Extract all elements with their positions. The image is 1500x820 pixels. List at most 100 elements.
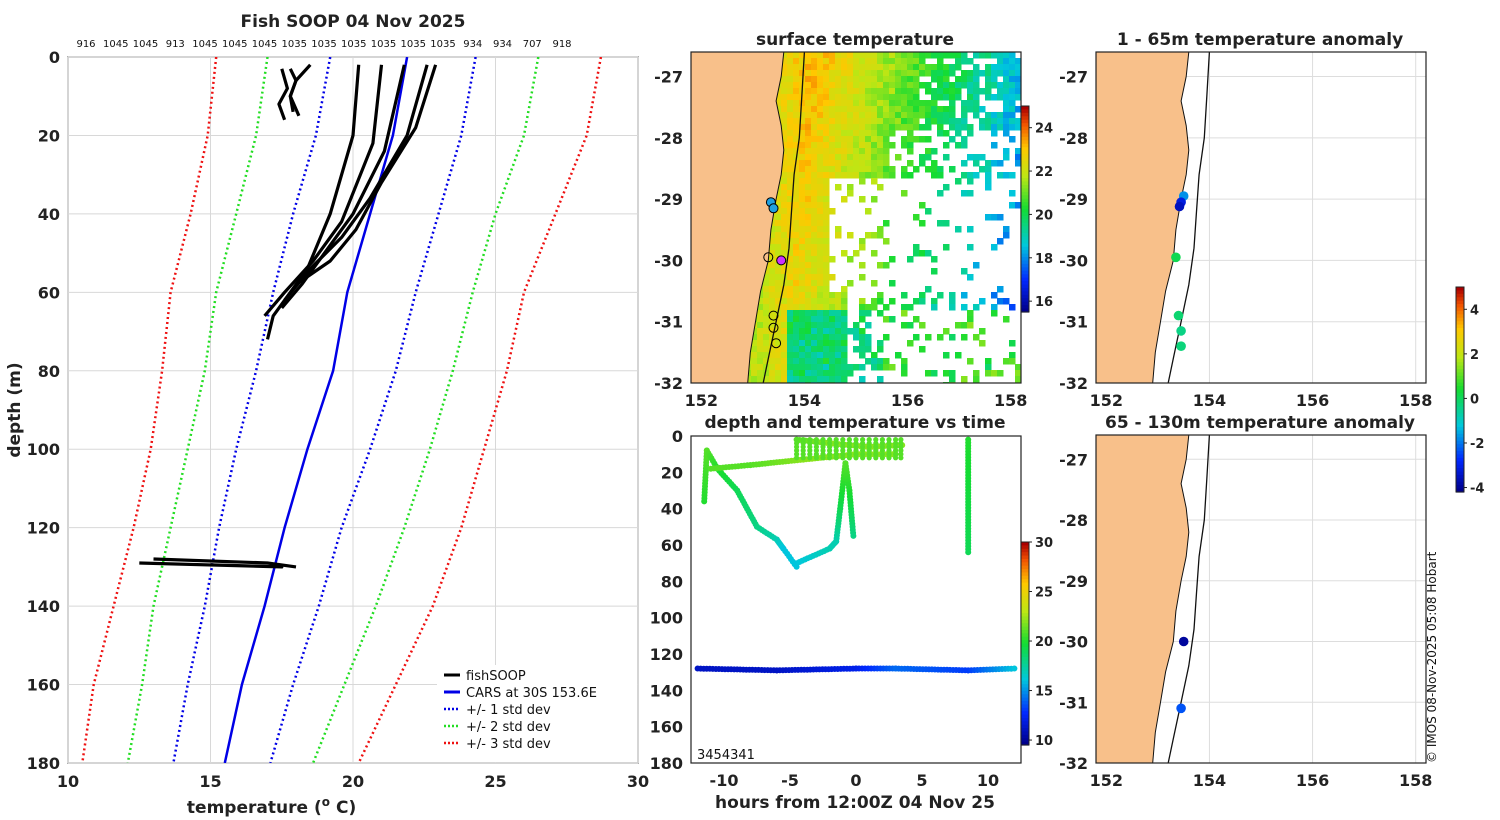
sst-colorbar-segment <box>1021 253 1029 258</box>
sst-cell <box>883 118 890 125</box>
sst-cell <box>1015 202 1021 209</box>
time-point <box>807 455 813 461</box>
sst-cell <box>751 376 758 383</box>
time-point <box>800 455 806 461</box>
sst-cell <box>919 136 926 143</box>
time-colorbar-segment <box>1021 670 1029 675</box>
sst-cell <box>769 238 776 245</box>
sst-cell <box>847 124 854 131</box>
time-colorbar-segment <box>1021 660 1029 665</box>
sst-cell <box>817 106 824 113</box>
sst-cell <box>817 316 824 323</box>
y-tick-label: 40 <box>38 205 60 224</box>
sst-cell <box>907 124 914 131</box>
map3-frame <box>1095 434 1427 764</box>
anomaly-colorbar-segment <box>1456 478 1464 483</box>
sst-cell <box>787 100 794 107</box>
time-point <box>853 440 859 446</box>
sst-cell <box>961 76 968 83</box>
sst-colorbar-segment <box>1021 116 1029 121</box>
sst-cell <box>781 244 788 251</box>
anomaly-colorbar-segment <box>1456 341 1464 346</box>
sst-cell <box>799 178 806 185</box>
time-colorbar-segment <box>1021 687 1029 692</box>
sst-cell <box>781 130 788 137</box>
sst-cell <box>835 100 842 107</box>
profile-legend: fishSOOP CARS at 30S 153.6E +/- 1 std de… <box>437 665 637 762</box>
sst-cell <box>949 106 956 113</box>
sst-cell <box>817 100 824 107</box>
sst-colorbar-tick-label: 20 <box>1035 208 1053 223</box>
sst-cell <box>811 190 818 197</box>
sst-cell <box>769 250 776 257</box>
sst-cell <box>997 172 1004 179</box>
sst-cell <box>775 208 782 215</box>
sst-cell <box>841 160 848 167</box>
time-point <box>860 455 866 461</box>
sst-cell <box>829 94 836 101</box>
anomaly-colorbar-segment <box>1456 379 1464 384</box>
sst-cell <box>997 64 1004 71</box>
time-point <box>800 451 806 457</box>
sst-cell <box>757 298 764 305</box>
sst-cell <box>847 82 854 89</box>
sst-cell <box>859 94 866 101</box>
sst-cell <box>967 226 974 233</box>
sst-cell <box>859 196 866 203</box>
sst-cell <box>835 76 842 83</box>
time-point <box>873 451 879 457</box>
anomaly-colorbar-segment <box>1456 314 1464 319</box>
sst-cell <box>799 208 806 215</box>
sst-cell <box>955 64 962 71</box>
sst-cell <box>811 160 818 167</box>
sst-cell <box>805 130 812 137</box>
time-point <box>833 451 839 457</box>
sst-cell <box>859 88 866 95</box>
sst-cell <box>859 328 866 335</box>
sst-cell <box>787 142 794 149</box>
sst-cell <box>907 256 914 263</box>
sst-cell <box>847 172 854 179</box>
anomaly-colorbar-tick-label: 2 <box>1470 348 1479 363</box>
sst-cell <box>1003 124 1010 131</box>
sst-cell <box>841 166 848 173</box>
map3-land <box>1096 435 1211 763</box>
sst-cell <box>847 88 854 95</box>
sst-cell <box>991 214 998 221</box>
time-colorbar-segment <box>1021 717 1029 722</box>
sst-cell <box>805 328 812 335</box>
sst-cell <box>955 118 962 125</box>
sst-cell <box>805 160 812 167</box>
sst-cell <box>967 178 974 185</box>
sst-cell <box>835 52 842 59</box>
sst-colorbar-segment <box>1021 198 1029 203</box>
fishsoop-profile <box>263 64 384 317</box>
sst-cell <box>799 148 806 155</box>
sst-cell <box>1009 64 1016 71</box>
anomaly-point <box>1178 636 1189 647</box>
time-point <box>820 447 826 454</box>
sst-colorbar-segment <box>1021 270 1029 275</box>
sst-cell <box>829 106 836 113</box>
sst-cell <box>931 88 938 95</box>
sst-cell <box>967 58 974 65</box>
sst-cell <box>943 370 950 377</box>
sst-cell <box>787 52 794 59</box>
sst-cell <box>961 106 968 113</box>
sst-cell <box>781 340 788 347</box>
time-point <box>840 444 846 450</box>
sst-cell <box>841 322 848 329</box>
sst-cell <box>979 124 986 131</box>
anomaly-colorbar-segment <box>1456 338 1464 343</box>
sst-cell <box>805 346 812 353</box>
top-tick-label: 1035 <box>282 39 307 50</box>
sst-cell <box>829 88 836 95</box>
sst-cell <box>865 160 872 167</box>
sst-cell <box>847 280 854 287</box>
sst-cell <box>811 286 818 293</box>
time-point <box>879 451 886 457</box>
top-tick-label: 934 <box>463 39 482 50</box>
sst-colorbar-segment <box>1021 226 1029 231</box>
sst-cell <box>883 304 890 311</box>
